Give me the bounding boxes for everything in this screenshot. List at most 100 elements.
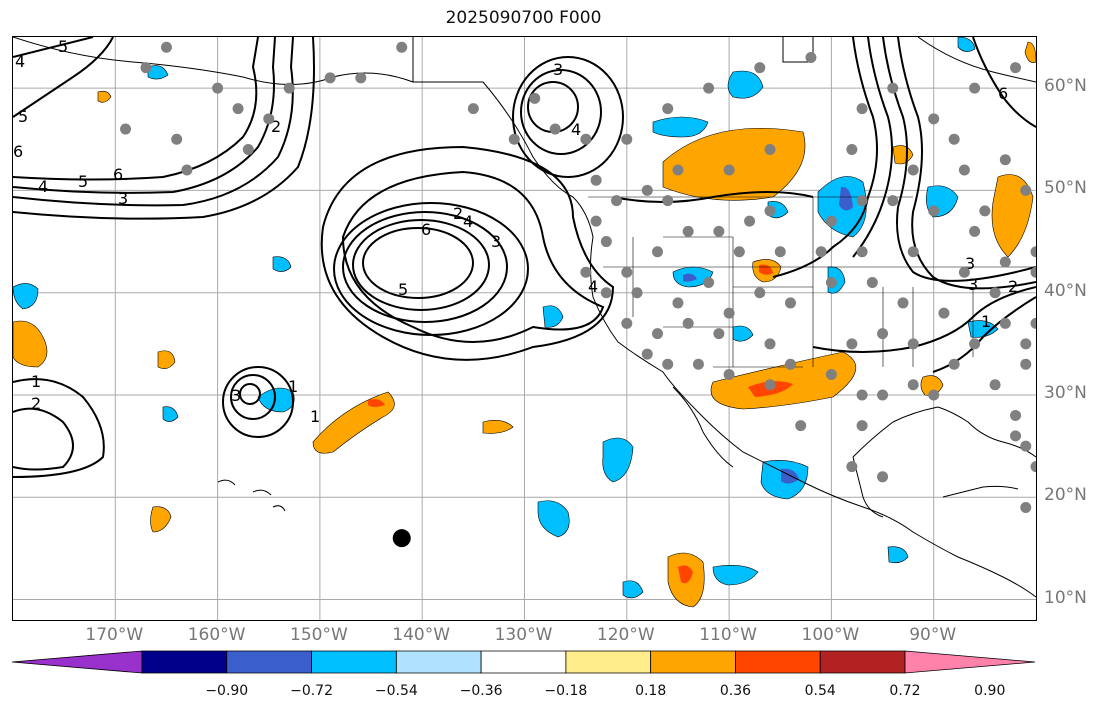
- contour-label: 1: [288, 377, 298, 396]
- station-dot: [907, 338, 919, 350]
- latitude-label: 20°N: [1044, 485, 1087, 506]
- station-dot: [692, 358, 704, 370]
- station-dot: [989, 379, 1001, 391]
- station-dot: [907, 164, 919, 176]
- colorbar-tick-label: 0.54: [804, 683, 836, 699]
- positive-anomaly-area: [710, 351, 857, 410]
- negative-anomaly-area: [652, 116, 709, 138]
- contour-label: 3: [553, 60, 563, 79]
- station-dot: [160, 41, 172, 53]
- negative-anomaly-area: [727, 70, 764, 99]
- station-dot: [754, 62, 766, 74]
- contour-label: 4: [571, 120, 581, 139]
- coastline: [852, 456, 884, 518]
- contour-label: 3: [118, 189, 128, 208]
- station-dot: [948, 133, 960, 145]
- station-dot: [140, 62, 152, 74]
- contour-label: 6: [13, 142, 23, 161]
- positive-anomaly-area: [662, 127, 806, 201]
- contour-label: 3: [965, 254, 975, 273]
- coastline: [412, 37, 1036, 598]
- latitude-label: 40°N: [1044, 280, 1087, 301]
- contour-line: [897, 37, 1036, 290]
- contour-line: [852, 37, 893, 258]
- station-dot: [713, 225, 725, 237]
- station-dot: [1020, 358, 1032, 370]
- station-dot: [1020, 440, 1032, 452]
- contour-layer: [13, 37, 1036, 478]
- station-dot: [1030, 317, 1036, 329]
- contour-line: [230, 374, 276, 420]
- contour-label: 3: [968, 275, 978, 294]
- station-dot: [795, 420, 807, 432]
- station-dot: [723, 164, 735, 176]
- station-dot: [979, 205, 991, 217]
- station-dot: [764, 144, 776, 156]
- map-panel[interactable]: 6 4 2 3 5 3 4 3 1 1 1 2 4 5 6 3 6 5 4 5 …: [12, 36, 1037, 621]
- station-dot: [969, 82, 981, 94]
- station-dot: [877, 471, 889, 483]
- station-dot: [928, 205, 940, 217]
- contour-label: 3: [491, 232, 501, 251]
- station-dot: [508, 133, 520, 145]
- station-dot: [703, 276, 715, 288]
- station-dot: [703, 82, 715, 94]
- contour-label: 5: [78, 172, 88, 191]
- negative-anomaly-area: [13, 283, 39, 310]
- contour-line: [812, 286, 1036, 353]
- contour-label: 5: [18, 107, 28, 126]
- contour-line: [13, 37, 94, 58]
- station-dot: [825, 369, 837, 381]
- latitude-label: 30°N: [1044, 382, 1087, 403]
- coastline-layer: [13, 37, 1036, 598]
- strong-positive-anomaly-area: [678, 565, 693, 584]
- contour-line: [520, 69, 602, 155]
- contour-label: 2: [1008, 277, 1018, 296]
- latitude-label: 50°N: [1044, 178, 1087, 199]
- station-dot: [825, 215, 837, 227]
- station-dot: [999, 317, 1011, 329]
- colorbar-segment: [735, 650, 821, 674]
- state-borders-layer: [588, 196, 1036, 368]
- station-dot: [467, 103, 479, 115]
- station-dot: [355, 72, 367, 84]
- station-dot: [580, 266, 592, 278]
- colorbar-tick-label: 0.36: [719, 683, 752, 699]
- negative-anomaly-area: [542, 305, 564, 328]
- station-dot: [549, 123, 561, 135]
- station-dot: [641, 184, 653, 196]
- station-dot: [590, 215, 602, 227]
- station-dot: [969, 225, 981, 237]
- station-dot: [938, 307, 950, 319]
- station-dot: [877, 389, 889, 401]
- station-dot: [662, 358, 674, 370]
- station-dot: [1020, 184, 1032, 196]
- station-dot: [846, 461, 858, 473]
- latitude-label: 60°N: [1044, 76, 1087, 97]
- station-dot: [600, 236, 612, 248]
- station-dot: [825, 276, 837, 288]
- station-dot: [580, 133, 592, 145]
- colorbar-tick-label: −0.36: [459, 683, 503, 699]
- station-dot: [662, 195, 674, 207]
- station-dot: [1020, 338, 1032, 350]
- station-dot: [242, 144, 254, 156]
- station-dot: [856, 246, 868, 258]
- contour-line: [612, 191, 814, 203]
- station-dot: [897, 297, 909, 309]
- station-dot: [232, 103, 244, 115]
- negative-anomaly-area: [957, 37, 976, 52]
- map-title: 2025090700 F000: [445, 8, 602, 28]
- contour-label: 6: [421, 220, 431, 239]
- negative-anomaly-area: [967, 320, 999, 338]
- station-dot: [856, 389, 868, 401]
- colorbar-tick-label: −0.18: [544, 683, 588, 699]
- station-dot: [764, 338, 776, 350]
- coastline: [672, 386, 734, 468]
- station-dot: [212, 82, 224, 94]
- map-canvas[interactable]: 6 4 2 3 5 3 4 3 1 1 1 2 4 5 6 3 6 5 4 5 …: [13, 37, 1036, 620]
- station-dot: [928, 113, 940, 125]
- station-dot: [948, 358, 960, 370]
- station-dot: [1020, 501, 1032, 513]
- negative-anomaly-area: [887, 546, 909, 564]
